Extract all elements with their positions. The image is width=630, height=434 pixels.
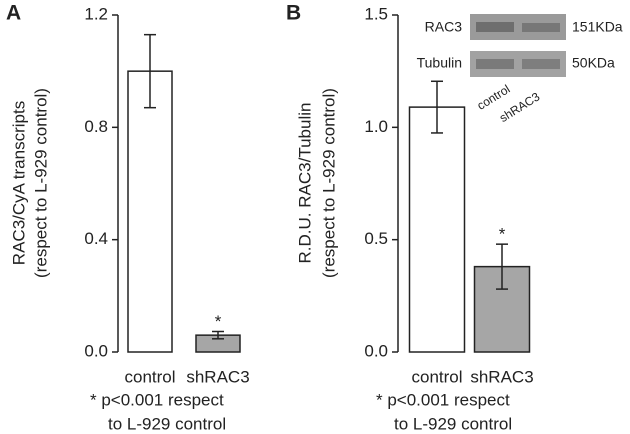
significance-mark: *	[499, 225, 506, 244]
panel-label: A	[6, 2, 21, 25]
y-tick-label: 0.0	[84, 341, 108, 360]
y-axis-label: (respect to L-929 control)	[319, 88, 338, 278]
blot-band	[522, 23, 560, 32]
footnote: * p<0.001 respect	[90, 390, 224, 409]
y-axis-label: (respect to L-929 control)	[31, 88, 50, 278]
x-tick-label: control	[411, 367, 462, 386]
blot-band	[522, 59, 560, 69]
blot-band	[476, 59, 514, 69]
significance-mark: *	[215, 312, 222, 331]
error-bar	[496, 243, 508, 290]
footnote: * p<0.001 respect	[376, 390, 510, 409]
x-tick-label: shRAC3	[186, 367, 249, 386]
y-tick-label: 1.5	[364, 4, 388, 23]
footnote: to L-929 control	[108, 414, 226, 433]
blot-row-label: RAC3	[425, 19, 463, 35]
y-axis-label: R.D.U. RAC3/Tubulin	[295, 103, 314, 264]
blot-size-label: 50KDa	[572, 55, 615, 71]
y-tick-label: 1.0	[364, 117, 388, 136]
y-tick-label: 0.5	[364, 229, 388, 248]
panel-label: B	[286, 2, 301, 25]
error-bar	[431, 80, 443, 134]
error-bar	[144, 33, 156, 109]
blot-band	[476, 22, 514, 32]
x-tick-label: shRAC3	[470, 367, 533, 386]
x-tick-label: control	[124, 367, 175, 386]
y-tick-label: 0.4	[84, 229, 108, 248]
blot-size-label: 151KDa	[572, 19, 623, 35]
y-tick-label: 1.2	[84, 4, 108, 23]
y-tick-label: 0.8	[84, 117, 108, 136]
bar	[408, 106, 466, 353]
y-axis-label: RAC3/CyA transcripts	[9, 101, 28, 265]
blot-row-label: Tubulin	[417, 55, 462, 71]
y-tick-label: 0.0	[364, 341, 388, 360]
bar	[127, 70, 173, 353]
footnote: to L-929 control	[394, 414, 512, 433]
western-blot	[470, 14, 566, 77]
error-bar	[212, 330, 224, 340]
